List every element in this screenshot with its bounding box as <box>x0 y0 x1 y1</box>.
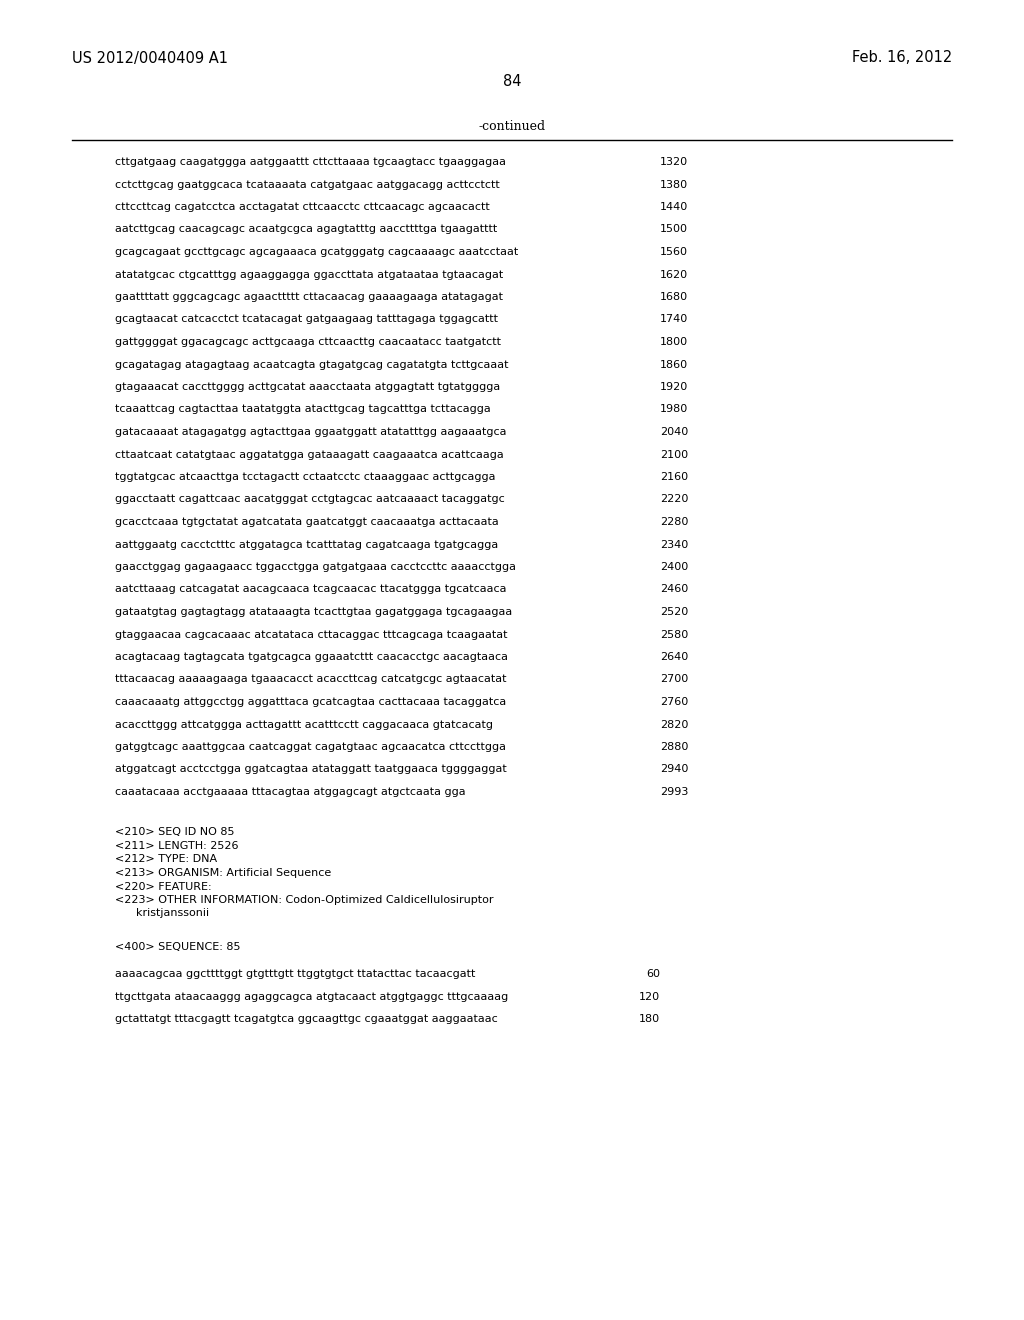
Text: 2880: 2880 <box>660 742 688 752</box>
Text: 2520: 2520 <box>660 607 688 616</box>
Text: 2100: 2100 <box>660 450 688 459</box>
Text: 1800: 1800 <box>660 337 688 347</box>
Text: 84: 84 <box>503 74 521 90</box>
Text: <212> TYPE: DNA: <212> TYPE: DNA <box>115 854 217 865</box>
Text: Feb. 16, 2012: Feb. 16, 2012 <box>852 50 952 66</box>
Text: 2400: 2400 <box>660 562 688 572</box>
Text: 1980: 1980 <box>660 404 688 414</box>
Text: 2940: 2940 <box>660 764 688 775</box>
Text: 1560: 1560 <box>660 247 688 257</box>
Text: kristjanssonii: kristjanssonii <box>115 908 209 919</box>
Text: <220> FEATURE:: <220> FEATURE: <box>115 882 212 891</box>
Text: gcagcagaat gccttgcagc agcagaaaca gcatgggatg cagcaaaagc aaatcctaat: gcagcagaat gccttgcagc agcagaaaca gcatggg… <box>115 247 518 257</box>
Text: 2040: 2040 <box>660 426 688 437</box>
Text: gcacctcaaa tgtgctatat agatcatata gaatcatggt caacaaatga acttacaata: gcacctcaaa tgtgctatat agatcatata gaatcat… <box>115 517 499 527</box>
Text: 1740: 1740 <box>660 314 688 325</box>
Text: 1380: 1380 <box>660 180 688 190</box>
Text: 2993: 2993 <box>660 787 688 797</box>
Text: acaccttggg attcatggga acttagattt acatttcctt caggacaaca gtatcacatg: acaccttggg attcatggga acttagattt acatttc… <box>115 719 493 730</box>
Text: cttgatgaag caagatggga aatggaattt cttcttaaaa tgcaagtacc tgaaggagaa: cttgatgaag caagatggga aatggaattt cttctta… <box>115 157 506 168</box>
Text: 1860: 1860 <box>660 359 688 370</box>
Text: 2820: 2820 <box>660 719 688 730</box>
Text: cttaatcaat catatgtaac aggatatgga gataaagatt caagaaatca acattcaaga: cttaatcaat catatgtaac aggatatgga gataaag… <box>115 450 504 459</box>
Text: tggtatgcac atcaacttga tcctagactt cctaatcctc ctaaaggaac acttgcagga: tggtatgcac atcaacttga tcctagactt cctaatc… <box>115 473 496 482</box>
Text: <213> ORGANISM: Artificial Sequence: <213> ORGANISM: Artificial Sequence <box>115 869 331 878</box>
Text: aattggaatg cacctctttc atggatagca tcatttatag cagatcaaga tgatgcagga: aattggaatg cacctctttc atggatagca tcattta… <box>115 540 499 549</box>
Text: 120: 120 <box>639 991 660 1002</box>
Text: 2340: 2340 <box>660 540 688 549</box>
Text: gatacaaaat atagagatgg agtacttgaa ggaatggatt atatatttgg aagaaatgca: gatacaaaat atagagatgg agtacttgaa ggaatgg… <box>115 426 507 437</box>
Text: caaatacaaa acctgaaaaa tttacagtaa atggagcagt atgctcaata gga: caaatacaaa acctgaaaaa tttacagtaa atggagc… <box>115 787 466 797</box>
Text: 2220: 2220 <box>660 495 688 504</box>
Text: ttgcttgata ataacaaggg agaggcagca atgtacaact atggtgaggc tttgcaaaag: ttgcttgata ataacaaggg agaggcagca atgtaca… <box>115 991 508 1002</box>
Text: 2700: 2700 <box>660 675 688 685</box>
Text: atatatgcac ctgcatttgg agaaggagga ggaccttata atgataataa tgtaacagat: atatatgcac ctgcatttgg agaaggagga ggacctt… <box>115 269 503 280</box>
Text: gaattttatt gggcagcagc agaacttttt cttacaacag gaaaagaaga atatagagat: gaattttatt gggcagcagc agaacttttt cttacaa… <box>115 292 503 302</box>
Text: aatcttaaag catcagatat aacagcaaca tcagcaacac ttacatggga tgcatcaaca: aatcttaaag catcagatat aacagcaaca tcagcaa… <box>115 585 507 594</box>
Text: gattggggat ggacagcagc acttgcaaga cttcaacttg caacaatacc taatgatctt: gattggggat ggacagcagc acttgcaaga cttcaac… <box>115 337 501 347</box>
Text: gaacctggag gagaagaacc tggacctgga gatgatgaaa cacctccttc aaaacctgga: gaacctggag gagaagaacc tggacctgga gatgatg… <box>115 562 516 572</box>
Text: 1500: 1500 <box>660 224 688 235</box>
Text: gcagatagag atagagtaag acaatcagta gtagatgcag cagatatgta tcttgcaaat: gcagatagag atagagtaag acaatcagta gtagatg… <box>115 359 509 370</box>
Text: 1680: 1680 <box>660 292 688 302</box>
Text: <211> LENGTH: 2526: <211> LENGTH: 2526 <box>115 841 239 851</box>
Text: <400> SEQUENCE: 85: <400> SEQUENCE: 85 <box>115 942 241 952</box>
Text: <210> SEQ ID NO 85: <210> SEQ ID NO 85 <box>115 828 234 837</box>
Text: 180: 180 <box>639 1014 660 1024</box>
Text: 2460: 2460 <box>660 585 688 594</box>
Text: 2640: 2640 <box>660 652 688 663</box>
Text: 2760: 2760 <box>660 697 688 708</box>
Text: gcagtaacat catcacctct tcatacagat gatgaagaag tatttagaga tggagcattt: gcagtaacat catcacctct tcatacagat gatgaag… <box>115 314 498 325</box>
Text: 60: 60 <box>646 969 660 979</box>
Text: 1440: 1440 <box>660 202 688 213</box>
Text: caaacaaatg attggcctgg aggatttaca gcatcagtaa cacttacaaa tacaggatca: caaacaaatg attggcctgg aggatttaca gcatcag… <box>115 697 506 708</box>
Text: US 2012/0040409 A1: US 2012/0040409 A1 <box>72 50 228 66</box>
Text: gtaggaacaa cagcacaaac atcatataca cttacaggac tttcagcaga tcaagaatat: gtaggaacaa cagcacaaac atcatataca cttacag… <box>115 630 508 639</box>
Text: 1920: 1920 <box>660 381 688 392</box>
Text: gatggtcagc aaattggcaa caatcaggat cagatgtaac agcaacatca cttccttgga: gatggtcagc aaattggcaa caatcaggat cagatgt… <box>115 742 506 752</box>
Text: 2160: 2160 <box>660 473 688 482</box>
Text: 1620: 1620 <box>660 269 688 280</box>
Text: cttccttcag cagatcctca acctagatat cttcaacctc cttcaacagc agcaacactt: cttccttcag cagatcctca acctagatat cttcaac… <box>115 202 489 213</box>
Text: atggatcagt acctcctgga ggatcagtaa atataggatt taatggaaca tggggaggat: atggatcagt acctcctgga ggatcagtaa atatagg… <box>115 764 507 775</box>
Text: <223> OTHER INFORMATION: Codon-Optimized Caldicellulosiruptor: <223> OTHER INFORMATION: Codon-Optimized… <box>115 895 494 906</box>
Text: aaaacagcaa ggcttttggt gtgtttgtt ttggtgtgct ttatacttac tacaacgatt: aaaacagcaa ggcttttggt gtgtttgtt ttggtgtg… <box>115 969 475 979</box>
Text: gctattatgt tttacgagtt tcagatgtca ggcaagttgc cgaaatggat aaggaataac: gctattatgt tttacgagtt tcagatgtca ggcaagt… <box>115 1014 498 1024</box>
Text: 2580: 2580 <box>660 630 688 639</box>
Text: tttacaacag aaaaagaaga tgaaacacct acaccttcag catcatgcgc agtaacatat: tttacaacag aaaaagaaga tgaaacacct acacctt… <box>115 675 507 685</box>
Text: gataatgtag gagtagtagg atataaagta tcacttgtaa gagatggaga tgcagaagaa: gataatgtag gagtagtagg atataaagta tcacttg… <box>115 607 512 616</box>
Text: acagtacaag tagtagcata tgatgcagca ggaaatcttt caacacctgc aacagtaaca: acagtacaag tagtagcata tgatgcagca ggaaatc… <box>115 652 508 663</box>
Text: -continued: -continued <box>478 120 546 133</box>
Text: aatcttgcag caacagcagc acaatgcgca agagtatttg aaccttttga tgaagatttt: aatcttgcag caacagcagc acaatgcgca agagtat… <box>115 224 498 235</box>
Text: tcaaattcag cagtacttaa taatatggta atacttgcag tagcatttga tcttacagga: tcaaattcag cagtacttaa taatatggta atacttg… <box>115 404 490 414</box>
Text: gtagaaacat caccttgggg acttgcatat aaacctaata atggagtatt tgtatgggga: gtagaaacat caccttgggg acttgcatat aaaccta… <box>115 381 501 392</box>
Text: ggacctaatt cagattcaac aacatgggat cctgtagcac aatcaaaact tacaggatgc: ggacctaatt cagattcaac aacatgggat cctgtag… <box>115 495 505 504</box>
Text: 1320: 1320 <box>660 157 688 168</box>
Text: 2280: 2280 <box>660 517 688 527</box>
Text: cctcttgcag gaatggcaca tcataaaata catgatgaac aatggacagg acttcctctt: cctcttgcag gaatggcaca tcataaaata catgatg… <box>115 180 500 190</box>
